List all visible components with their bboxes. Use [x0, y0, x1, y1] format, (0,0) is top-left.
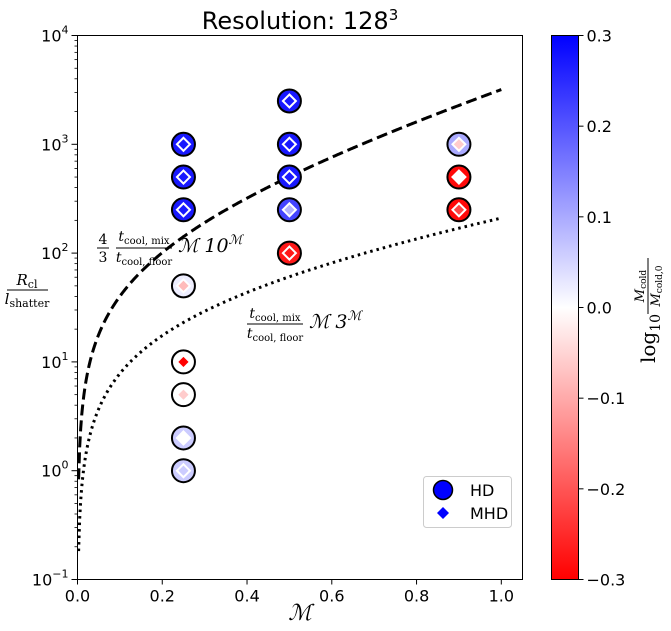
mhd-point — [281, 245, 298, 262]
mhd-point — [281, 93, 298, 109]
dotted-label-tail-sup: ℳ — [347, 309, 363, 324]
svg-text:ℳ 10ℳ: ℳ 10ℳ — [178, 233, 245, 257]
mhd-point — [281, 136, 298, 153]
x-axis-label: ℳ — [288, 601, 315, 626]
legend-hd-marker — [432, 479, 454, 501]
dashed-label-den-sub: cool, floor — [121, 257, 172, 268]
colorbar-tick-label: 0.3 — [587, 27, 612, 46]
x-tick-label: 0.6 — [319, 587, 344, 606]
legend: HD MHD — [423, 476, 512, 528]
colorbar-tick-label: −0.2 — [587, 480, 626, 499]
chart-title-text: Resolution: 128 — [202, 7, 389, 35]
y-tick-label: 104 — [41, 24, 68, 46]
svg-text:tcool, mix: tcool, mix — [118, 229, 170, 247]
colorbar-label-den: M — [649, 293, 664, 308]
dashed-label-tail: ℳ 10 — [178, 235, 229, 257]
x-tick-label: 0.0 — [65, 587, 90, 606]
chart-title-sup: 3 — [389, 6, 399, 24]
legend-hd-label: HD — [470, 481, 494, 500]
mhd-point — [175, 201, 192, 218]
legend-mhd-marker — [437, 507, 449, 519]
dotted-label-den: t — [247, 326, 253, 342]
colorbar-tick-label: −0.3 — [587, 571, 626, 590]
svg-text:tcool, floor: tcool, floor — [247, 326, 304, 344]
mhd-point — [175, 169, 192, 185]
y-tick-label: 102 — [41, 241, 68, 263]
svg-text:ℳ 3ℳ: ℳ 3ℳ — [309, 309, 363, 333]
svg-text:log10: log10 — [636, 314, 664, 363]
colorbar-label: log10 Mcold Mcold,0 — [633, 258, 665, 363]
colorbar-label-num-sub: cold — [639, 270, 649, 289]
colorbar-tick-label: 0.0 — [587, 299, 612, 318]
y-tick-label: 10−1 — [32, 568, 69, 590]
svg-text:tcool, mix: tcool, mix — [249, 306, 301, 324]
mhd-point — [281, 201, 298, 218]
colorbar-tick-label: 0.1 — [587, 208, 612, 227]
dashed-label-num: t — [118, 229, 124, 245]
y-label-den: l — [5, 290, 10, 308]
colorbar-tick-label: −0.1 — [587, 389, 626, 408]
dashed-label-den: t — [116, 250, 122, 266]
colorbar-label-sub: 10 — [648, 314, 664, 332]
x-tick-label: 0.2 — [150, 587, 175, 606]
colorbar-label-num: M — [633, 288, 648, 303]
mhd-point — [281, 169, 298, 185]
chart-title: Resolution: 1283 — [202, 6, 398, 35]
svg-text:Mcold,0: Mcold,0 — [649, 265, 665, 307]
colorbar-label-log: log — [636, 332, 660, 363]
mhd-point — [175, 462, 192, 479]
dashed-curve-label: 4 3 tcool, mix tcool, floor ℳ 10ℳ — [97, 229, 245, 268]
plot-area — [77, 35, 523, 580]
mhd-point — [175, 430, 192, 446]
y-label-num: R — [16, 271, 28, 289]
mhd-point — [175, 277, 192, 294]
dashed-label-tail-sup: ℳ — [229, 233, 245, 248]
colorbar-label-den-sub: cold,0 — [655, 265, 665, 293]
mhd-point — [175, 353, 192, 370]
mhd-point — [175, 136, 192, 153]
dotted-curve-label: tcool, mix tcool, floor ℳ 3ℳ — [247, 306, 364, 344]
svg-text:tcool, floor: tcool, floor — [116, 250, 173, 268]
legend-mhd-label: MHD — [470, 504, 508, 523]
y-label-den-sub: shatter — [9, 297, 50, 310]
y-tick-label: 100 — [41, 459, 68, 481]
colorbar-ticks: 0.3 0.2 0.1 0.0 −0.1 −0.2 −0.3 — [578, 27, 626, 590]
svg-text:Rcl: Rcl — [16, 271, 38, 291]
x-tick-label: 0.8 — [404, 587, 429, 606]
svg-text:lshatter: lshatter — [5, 290, 50, 310]
x-axis-ticks: 0.0 0.2 0.4 0.6 0.8 1.0 — [65, 579, 514, 606]
dashed-label-num-sub: cool, mix — [124, 236, 170, 247]
mhd-point — [175, 386, 192, 403]
y-tick-label: 101 — [41, 350, 68, 372]
dotted-label-num: t — [249, 306, 255, 322]
dashed-label-frac-den: 3 — [99, 250, 108, 266]
x-tick-label: 0.4 — [234, 587, 259, 606]
y-label-num-sub: cl — [28, 278, 38, 291]
mhd-point — [451, 169, 467, 185]
dashed-label-frac-num: 4 — [99, 232, 108, 248]
y-axis-label: Rcl lshatter — [5, 271, 50, 310]
dotted-label-num-sub: cool, mix — [255, 313, 301, 324]
dotted-label-tail: ℳ 3 — [309, 311, 347, 333]
mhd-point — [451, 136, 467, 153]
colorbar-tick-label: 0.2 — [587, 117, 612, 136]
y-tick-label: 103 — [41, 132, 68, 154]
data-points — [170, 88, 472, 484]
dotted-label-den-sub: cool, floor — [252, 333, 303, 344]
colorbar — [551, 35, 579, 580]
svg-text:Mcold: Mcold — [633, 270, 649, 304]
x-tick-label: 1.0 — [489, 587, 514, 606]
mhd-point — [451, 201, 467, 218]
y-axis-ticks: 10−1 100 101 102 103 104 — [32, 24, 78, 590]
dotted-curve — [77, 216, 502, 552]
